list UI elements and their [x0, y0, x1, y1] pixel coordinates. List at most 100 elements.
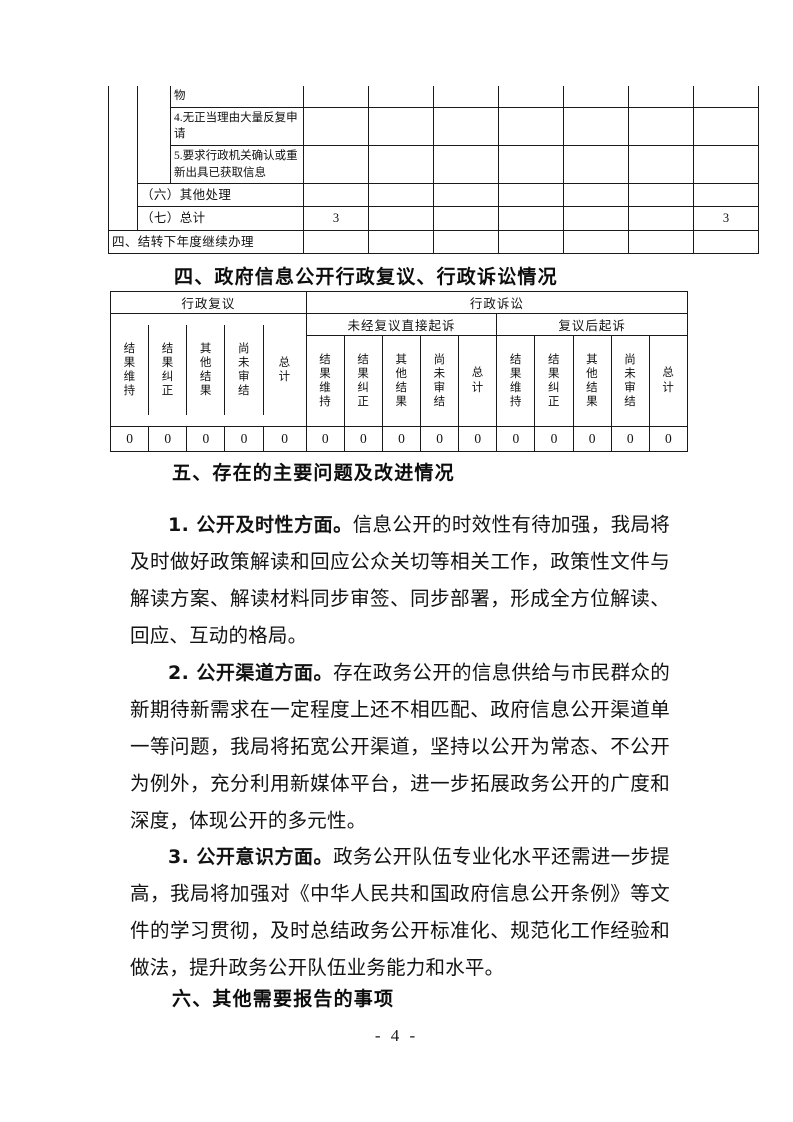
value-cell	[628, 86, 694, 108]
char: 其	[395, 353, 408, 366]
column-header-post-upheld: 结果维持	[496, 335, 536, 427]
column-header-review-other: 其他结果	[186, 325, 226, 415]
value-cell: 0	[420, 426, 460, 452]
item-label: 1. 公开及时性方面。	[168, 513, 353, 536]
char: 计	[278, 371, 291, 383]
char: 果	[357, 367, 370, 380]
char: 持	[319, 396, 332, 409]
value-cell	[693, 86, 759, 108]
value-cell	[433, 183, 499, 208]
value-cell	[368, 183, 434, 208]
value-cell: 0	[648, 426, 689, 452]
value-cell: 0	[148, 426, 188, 452]
value-cell	[303, 229, 369, 254]
section-5-item-2: 2. 公开渠道方面。存在政务公开的信息供给与市民群众的新期待新需求在一定程度上还…	[130, 655, 670, 840]
value-cell: 3	[693, 206, 759, 231]
value-cell: 0	[224, 426, 264, 452]
item-label-cell: 4.无正当理由大量反复申请	[170, 106, 304, 147]
char: 纠	[357, 382, 370, 394]
group-header-administrative-litigation: 行政诉讼	[305, 291, 689, 314]
value-cell: 0	[496, 426, 536, 452]
char: 结	[123, 342, 136, 355]
char: 维	[123, 371, 136, 383]
value-cell	[303, 106, 369, 147]
column-header-review-upheld: 结果维持	[111, 325, 150, 415]
value-cell	[498, 229, 564, 254]
char: 未	[433, 367, 446, 380]
char: 尚	[433, 353, 446, 366]
item-label-cell: （六）其他处理	[137, 183, 304, 208]
value-cell	[628, 206, 694, 231]
section-5-item-3: 3. 公开意识方面。政务公开队伍专业化水平还需进一步提高，我局将加强对《中华人民…	[130, 839, 670, 987]
review-subgroup-spacer: 结果维持 结果纠正 其他结果 尚未审结	[110, 313, 307, 427]
char: 计	[471, 382, 484, 394]
char: 纠	[161, 371, 174, 383]
item-label-cell: （七）总计	[137, 206, 304, 231]
char: 审	[624, 382, 637, 394]
char: 他	[395, 367, 408, 380]
value-cell	[433, 206, 499, 231]
char: 结	[624, 396, 637, 409]
value-cell	[433, 106, 499, 147]
char: 其	[199, 342, 212, 355]
value-cell	[628, 145, 694, 185]
char: 他	[199, 356, 212, 369]
subgroup-header-post-review-litigation: 复议后起诉	[496, 313, 688, 336]
value-cell	[433, 145, 499, 185]
char: 未	[238, 356, 251, 369]
value-cell	[498, 206, 564, 231]
value-cell	[693, 145, 759, 185]
value-cell	[498, 183, 564, 208]
value-cell	[628, 229, 694, 254]
value-cell	[563, 145, 629, 185]
value-cell	[563, 183, 629, 208]
column-header-review-pending: 尚未审结	[224, 325, 264, 415]
value-cell	[368, 206, 434, 231]
table-column-header-row: 结果维持 结果纠正 其他结果 尚未审结 总计 结果维持 结果纠正	[111, 335, 689, 427]
table-row: 4.无正当理由大量反复申请	[109, 106, 759, 147]
char: 结	[161, 342, 174, 355]
value-cell	[498, 106, 564, 147]
char: 结	[547, 353, 560, 366]
table-group-spacer-cell	[137, 86, 171, 185]
value-cell	[498, 86, 564, 108]
item-label: 3. 公开意识方面。	[168, 845, 334, 868]
item-text: 政务公开队伍专业化水平还需进一步提高，我局将加强对《中华人民共和国政府信息公开条…	[130, 846, 670, 979]
section-5-heading: 五、存在的主要问题及改进情况	[172, 462, 455, 484]
table-outer-spacer-cell	[108, 206, 138, 231]
value-cell: 0	[381, 426, 422, 452]
value-cell	[693, 229, 759, 254]
table-data-row: 0 0 0 0 0 0 0 0 0 0 0 0 0 0 0	[109, 426, 689, 452]
value-cell	[693, 183, 759, 208]
column-header-post-pending: 尚未审结	[610, 335, 650, 427]
column-header-direct-total: 总计	[458, 335, 498, 427]
column-header-direct-other: 其他结果	[381, 335, 422, 427]
table-row-total: （七）总计 3 3	[108, 206, 759, 231]
column-header-post-other: 其他结果	[572, 335, 612, 427]
column-header-direct-pending: 尚未审结	[420, 335, 460, 427]
char: 果	[161, 356, 174, 369]
subgroup-header-direct-litigation: 未经复议直接起诉	[305, 313, 498, 336]
value-cell: 3	[303, 206, 369, 231]
table-subgroup-header-row: 结果维持 结果纠正 其他结果 尚未审结	[110, 313, 688, 427]
char: 其	[586, 353, 599, 366]
value-cell: 0	[534, 426, 574, 452]
value-cell	[563, 229, 629, 254]
value-cell: 0	[610, 426, 650, 452]
item-text: 存在政务公开的信息供给与市民群众的新期待新需求在一定程度上还不相匹配、政府信息公…	[130, 662, 670, 832]
char: 结	[199, 371, 212, 383]
char: 审	[433, 382, 446, 394]
column-header-review-corrected: 结果纠正	[148, 325, 188, 415]
value-cell	[433, 86, 499, 108]
char: 总	[662, 367, 675, 380]
value-cell: 0	[186, 426, 226, 452]
char: 持	[509, 396, 522, 409]
value-cell	[693, 106, 759, 147]
item-text: 信息公开的时效性有待加强，我局将及时做好政策解读和回应公众关切等相关工作，政策性…	[130, 514, 670, 647]
char: 尚	[624, 353, 637, 366]
value-cell: 0	[109, 426, 150, 452]
value-cell	[368, 106, 434, 147]
char: 纠	[547, 382, 560, 394]
section-5-item-1: 1. 公开及时性方面。信息公开的时效性有待加强，我局将及时做好政策解读和回应公众…	[130, 507, 670, 655]
